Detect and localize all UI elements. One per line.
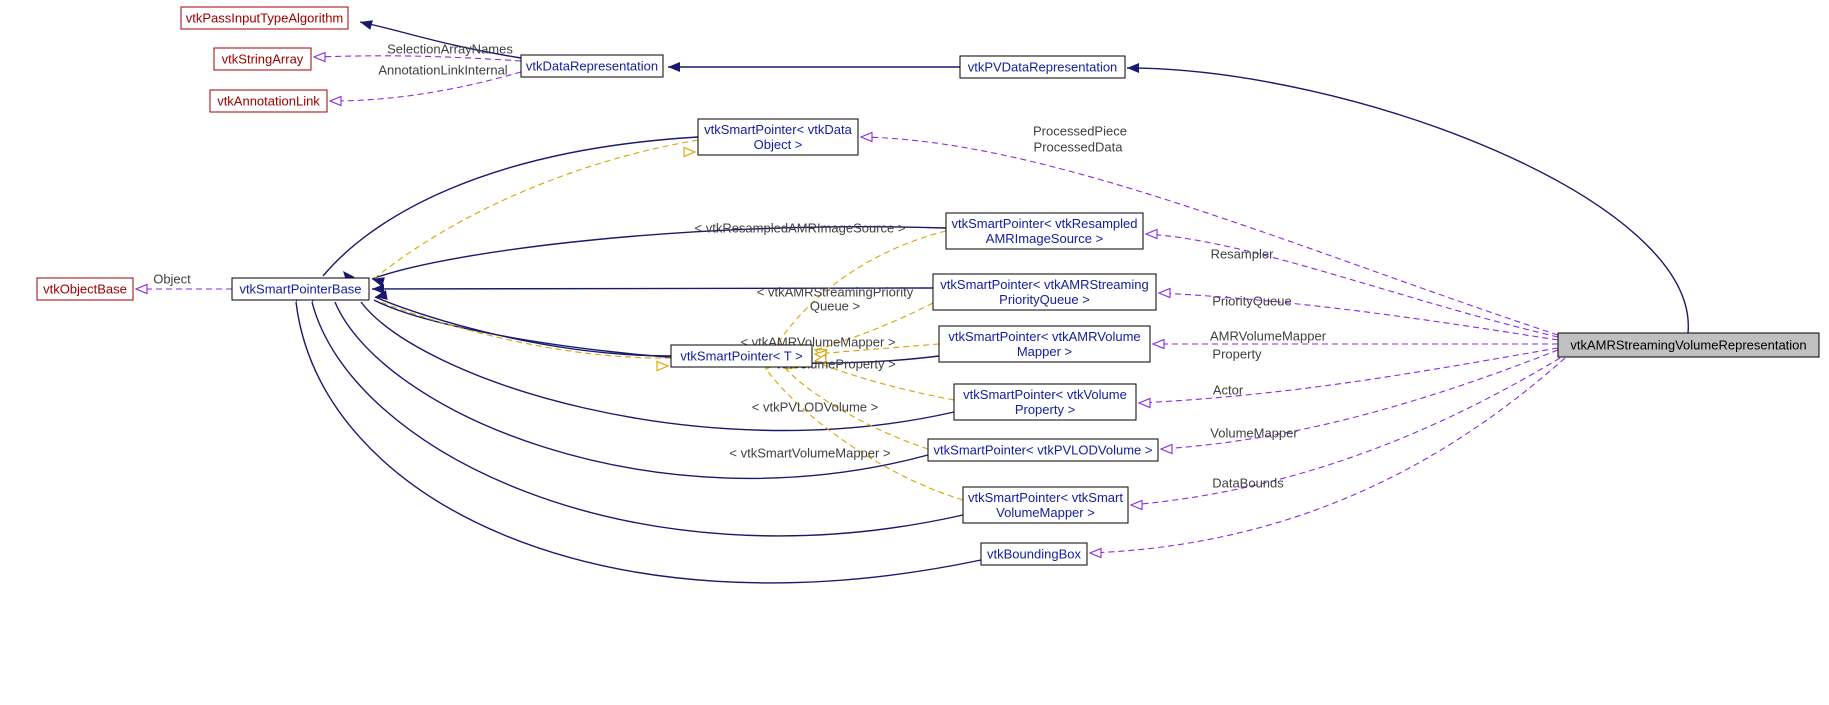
node-label-spamrvm-0[interactable]: vtkSmartPointer< vtkAMRVolume xyxy=(948,329,1140,344)
svg-text:Property: Property xyxy=(1212,347,1262,362)
node-label-spbase[interactable]: vtkSmartPointerBase xyxy=(239,282,361,297)
node-label-spt[interactable]: vtkSmartPointer< T > xyxy=(680,349,802,364)
node-label-spamrvm-1[interactable]: Mapper > xyxy=(1017,344,1072,359)
svg-text:< vtkSmartVolumeMapper >: < vtkSmartVolumeMapper > xyxy=(729,446,890,461)
svg-text:< vtkResampledAMRImageSource >: < vtkResampledAMRImageSource > xyxy=(695,221,906,236)
svg-text:Queue >: Queue > xyxy=(810,299,860,314)
node-label-spdata-1[interactable]: Object > xyxy=(754,137,803,152)
svg-text:ProcessedData: ProcessedData xyxy=(1034,140,1124,155)
node-label-spresamp-0[interactable]: vtkSmartPointer< vtkResampled xyxy=(951,216,1137,231)
svg-text:< vtkAMRStreamingPriority: < vtkAMRStreamingPriority xyxy=(757,285,914,300)
svg-text:ProcessedPiece: ProcessedPiece xyxy=(1033,124,1127,139)
node-label-spsvm-0[interactable]: vtkSmartPointer< vtkSmart xyxy=(968,490,1123,505)
svg-text:Resampler: Resampler xyxy=(1211,247,1275,262)
node-label-annlink[interactable]: vtkAnnotationLink xyxy=(217,94,320,109)
node-label-spvprop-0[interactable]: vtkSmartPointer< vtkVolume xyxy=(963,387,1127,402)
svg-text:PriorityQueue: PriorityQueue xyxy=(1212,294,1291,309)
node-label-objbase[interactable]: vtkObjectBase xyxy=(43,282,127,297)
svg-text:AMRVolumeMapper: AMRVolumeMapper xyxy=(1210,329,1327,344)
svg-text:< vtkPVLODVolume >: < vtkPVLODVolume > xyxy=(752,400,878,415)
node-label-spvprop-1[interactable]: Property > xyxy=(1015,402,1075,417)
node-label-strarr[interactable]: vtkStringArray xyxy=(222,52,304,67)
node-main[interactable] xyxy=(1558,333,1819,357)
collaboration-diagram: SelectionArrayNames AnnotationLinkIntern… xyxy=(0,0,1829,705)
node-label-splod[interactable]: vtkSmartPointer< vtkPVLODVolume > xyxy=(934,443,1153,458)
node-label-bbox[interactable]: vtkBoundingBox xyxy=(987,547,1081,562)
node-label-datarep[interactable]: vtkDataRepresentation xyxy=(526,59,658,74)
node-label-spqueue-0[interactable]: vtkSmartPointer< vtkAMRStreaming xyxy=(940,277,1148,292)
node-label-spqueue-1[interactable]: PriorityQueue > xyxy=(999,292,1090,307)
node-label-spsvm-1[interactable]: VolumeMapper > xyxy=(996,505,1095,520)
svg-text:DataBounds: DataBounds xyxy=(1212,476,1284,491)
node-label-algo[interactable]: vtkPassInputTypeAlgorithm xyxy=(186,11,344,26)
svg-text:Object: Object xyxy=(153,272,191,287)
node-label-spresamp-1[interactable]: AMRImageSource > xyxy=(986,231,1103,246)
node-label-spdata-0[interactable]: vtkSmartPointer< vtkData xyxy=(704,122,853,137)
svg-text:AnnotationLinkInternal: AnnotationLinkInternal xyxy=(378,63,507,78)
node-label-pvdatarep[interactable]: vtkPVDataRepresentation xyxy=(968,60,1118,75)
